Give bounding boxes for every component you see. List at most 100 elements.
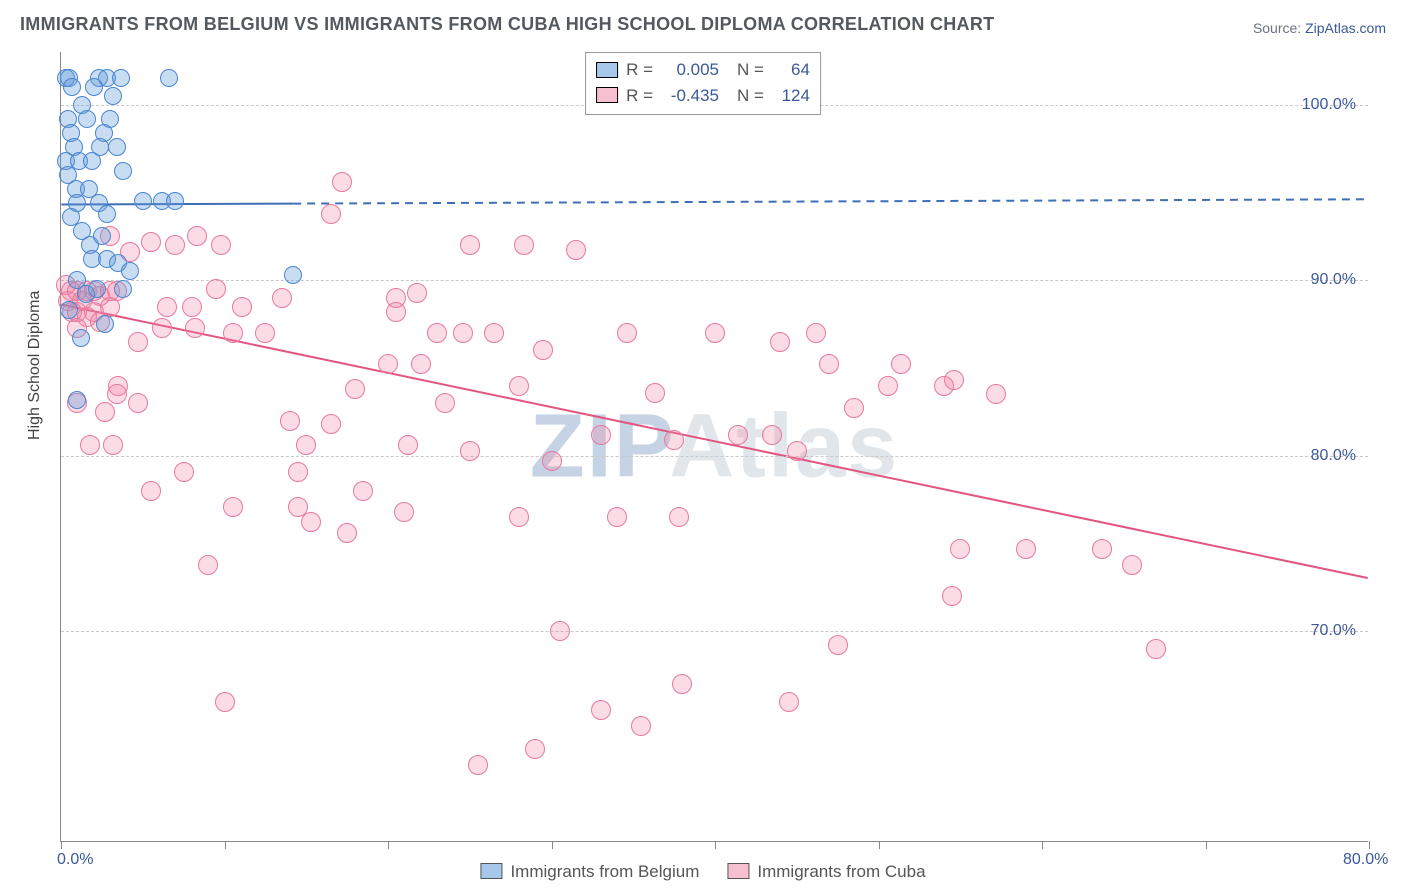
data-point	[460, 235, 480, 255]
y-tick-label: 80.0%	[1311, 447, 1356, 465]
data-point	[411, 354, 431, 374]
data-point	[108, 138, 126, 156]
data-point	[591, 425, 611, 445]
source-attribution: Source: ZipAtlas.com	[1253, 20, 1386, 36]
data-point	[280, 411, 300, 431]
data-point	[85, 78, 103, 96]
swatch-belgium-icon	[480, 863, 502, 879]
data-point	[542, 451, 562, 471]
chart-title: IMMIGRANTS FROM BELGIUM VS IMMIGRANTS FR…	[20, 14, 994, 35]
legend-item-cuba: Immigrants from Cuba	[727, 862, 925, 882]
data-point	[296, 435, 316, 455]
data-point	[669, 507, 689, 527]
data-point	[96, 315, 114, 333]
data-point	[664, 430, 684, 450]
legend-item-belgium: Immigrants from Belgium	[480, 862, 699, 882]
data-point	[80, 435, 100, 455]
data-point	[83, 152, 101, 170]
data-point	[986, 384, 1006, 404]
data-point	[394, 502, 414, 522]
x-tick	[552, 841, 553, 849]
data-point	[779, 692, 799, 712]
data-point	[762, 425, 782, 445]
legend-label-cuba: Immigrants from Cuba	[757, 862, 925, 881]
data-point	[460, 441, 480, 461]
data-point	[484, 323, 504, 343]
stats-n-cuba: 124	[772, 83, 810, 109]
data-point	[272, 288, 292, 308]
data-point	[566, 240, 586, 260]
data-point	[152, 318, 172, 338]
data-point	[607, 507, 627, 527]
data-point	[468, 755, 488, 775]
data-point	[223, 497, 243, 517]
data-point	[631, 716, 651, 736]
data-point	[211, 235, 231, 255]
y-tick-label: 100.0%	[1302, 96, 1356, 114]
chart-container: IMMIGRANTS FROM BELGIUM VS IMMIGRANTS FR…	[0, 0, 1406, 892]
data-point	[128, 393, 148, 413]
data-point	[332, 172, 352, 192]
data-point	[166, 192, 184, 210]
x-tick	[225, 841, 226, 849]
data-point	[617, 323, 637, 343]
data-point	[398, 435, 418, 455]
data-point	[550, 621, 570, 641]
data-point	[934, 376, 954, 396]
source-label: Source:	[1253, 20, 1301, 36]
stats-row-cuba: R = -0.435 N = 124	[596, 83, 810, 109]
y-tick-label: 70.0%	[1311, 622, 1356, 640]
data-point	[770, 332, 790, 352]
data-point	[533, 340, 553, 360]
data-point	[435, 393, 455, 413]
data-point	[78, 110, 96, 128]
data-point	[88, 280, 106, 298]
data-point	[187, 226, 207, 246]
data-point	[112, 69, 130, 87]
data-point	[828, 635, 848, 655]
stats-n-label: N =	[737, 57, 764, 83]
data-point	[806, 323, 826, 343]
data-point	[93, 227, 111, 245]
data-point	[63, 78, 81, 96]
data-point	[514, 235, 534, 255]
data-point	[160, 69, 178, 87]
x-tick	[388, 841, 389, 849]
data-point	[728, 425, 748, 445]
data-point	[114, 162, 132, 180]
data-point	[645, 383, 665, 403]
data-point	[141, 481, 161, 501]
swatch-cuba-icon	[727, 863, 749, 879]
data-point	[525, 739, 545, 759]
gridline	[61, 456, 1368, 457]
legend-bottom: Immigrants from Belgium Immigrants from …	[480, 862, 925, 882]
stats-legend-box: R = 0.005 N = 64 R = -0.435 N = 124	[585, 52, 821, 115]
data-point	[672, 674, 692, 694]
data-point	[206, 279, 226, 299]
x-tick	[879, 841, 880, 849]
source-value: ZipAtlas.com	[1305, 20, 1386, 36]
data-point	[819, 354, 839, 374]
data-point	[157, 297, 177, 317]
stats-r-cuba: -0.435	[661, 83, 719, 109]
data-point	[98, 205, 116, 223]
data-point	[60, 301, 78, 319]
data-point	[185, 318, 205, 338]
data-point	[1146, 639, 1166, 659]
data-point	[72, 329, 90, 347]
data-point	[223, 323, 243, 343]
data-point	[509, 376, 529, 396]
data-point	[255, 323, 275, 343]
gridline	[61, 280, 1368, 281]
data-point	[232, 297, 252, 317]
data-point	[284, 266, 302, 284]
y-axis-label: High School Diploma	[26, 291, 44, 440]
data-point	[68, 391, 86, 409]
data-point	[198, 555, 218, 575]
data-point	[103, 435, 123, 455]
data-point	[509, 507, 529, 527]
data-point	[942, 586, 962, 606]
data-point	[453, 323, 473, 343]
data-point	[345, 379, 365, 399]
data-point	[107, 384, 127, 404]
